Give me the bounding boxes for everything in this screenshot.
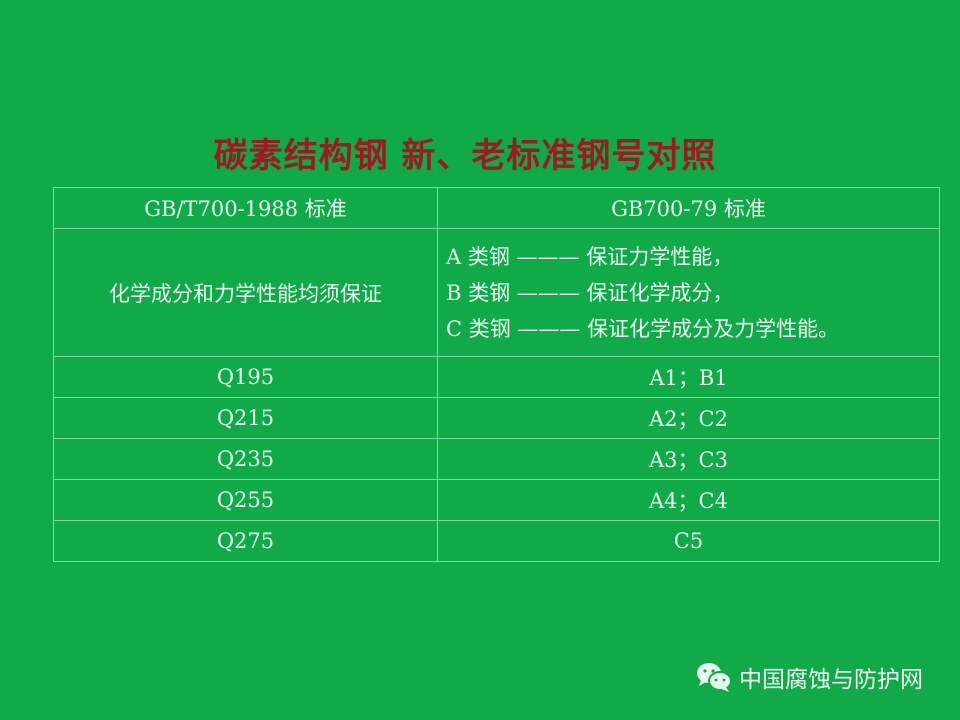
new-requirement: 化学成分和力学性能均须保证 <box>53 228 438 357</box>
old-class-c: C 类钢 ——— 保证化学成分及力学性能。 <box>446 316 840 341</box>
old-grade: A4；C4 <box>437 479 940 521</box>
old-grade: A3；C3 <box>437 438 940 480</box>
old-requirement: A 类钢 ——— 保证力学性能， B 类钢 ——— 保证化学成分， C 类钢 —… <box>437 228 940 357</box>
new-grade: Q195 <box>53 356 438 398</box>
comparison-table: GB/T700-1988 标准 GB700-79 标准 化学成分和力学性能均须保… <box>53 187 940 562</box>
old-class-a: A 类钢 ——— 保证力学性能， <box>446 244 734 269</box>
header-new-standard: GB/T700-1988 标准 <box>53 187 438 229</box>
wechat-icon <box>697 663 732 692</box>
table-row: 化学成分和力学性能均须保证 A 类钢 ——— 保证力学性能， B 类钢 ——— … <box>53 228 940 357</box>
new-grade: Q235 <box>53 438 438 480</box>
new-grade: Q275 <box>53 520 438 562</box>
new-grade: Q255 <box>53 479 438 521</box>
table-row: Q235 A3；C3 <box>53 438 940 480</box>
table-row: Q255 A4；C4 <box>53 479 940 521</box>
old-class-b: B 类钢 ——— 保证化学成分， <box>446 280 734 305</box>
table-header-row: GB/T700-1988 标准 GB700-79 标准 <box>53 187 940 229</box>
watermark: 中国腐蚀与防护网 <box>695 660 923 694</box>
page-title: 碳素结构钢 新、老标准钢号对照 <box>213 136 717 176</box>
table-row: Q195 A1；B1 <box>53 356 940 398</box>
new-grade: Q215 <box>53 397 438 439</box>
watermark-text: 中国腐蚀与防护网 <box>739 667 923 693</box>
table-row: Q275 C5 <box>53 520 940 562</box>
table-row: Q215 A2；C2 <box>53 397 940 439</box>
old-grade: C5 <box>437 520 940 562</box>
header-old-standard: GB700-79 标准 <box>437 187 940 229</box>
old-grade: A1；B1 <box>437 356 940 398</box>
old-grade: A2；C2 <box>437 397 940 439</box>
